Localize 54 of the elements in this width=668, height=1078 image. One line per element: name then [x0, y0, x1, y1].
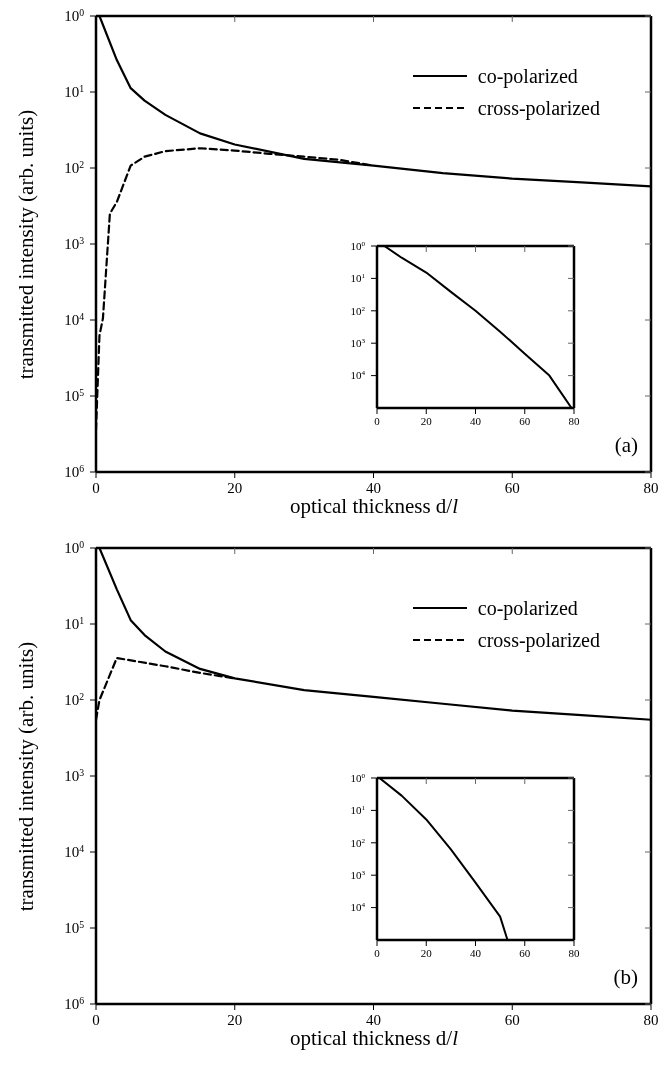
y-tick-label: 10$^{2}$ — [64, 690, 85, 709]
y-tick-label: 10$^{4}$ — [350, 369, 366, 382]
x-tick-label: 0 — [374, 415, 381, 427]
y-axis-title: transmitted intensity (arb. units) — [14, 641, 40, 911]
x-tick-label: 80 — [643, 1012, 659, 1028]
y-tick-label: 10$^{3}$ — [64, 234, 85, 253]
y-tick-label: 10$^{6}$ — [64, 994, 85, 1013]
x-tick-label: 40 — [470, 415, 482, 427]
x-tick-label: 60 — [504, 1012, 520, 1028]
y-tick-label: 10$^{0}$ — [350, 239, 366, 252]
x-tick-label: 20 — [420, 947, 433, 959]
y-tick-label: 10$^{2}$ — [350, 836, 366, 849]
y-tick-label: 10$^{4}$ — [64, 310, 85, 329]
x-axis-title: optical thickness d/l — [290, 1026, 458, 1050]
y-tick-label: 10$^{2}$ — [350, 304, 366, 317]
y-tick-label: 10$^{1}$ — [350, 804, 366, 817]
y-tick-label: 10$^{1}$ — [64, 614, 85, 633]
x-tick-label: 20 — [227, 480, 243, 496]
legend-label: cross-polarized — [477, 96, 600, 122]
y-tick-label: 10$^{2}$ — [64, 158, 85, 177]
y-tick-label: 10$^{6}$ — [64, 462, 85, 481]
x-tick-label: 60 — [519, 947, 531, 959]
legend-label: co-polarized — [477, 64, 578, 90]
y-tick-label: 10$^{3}$ — [64, 766, 85, 785]
x-axis-title: optical thickness d/l — [290, 494, 458, 518]
y-tick-label: 10$^{0}$ — [350, 771, 366, 784]
x-tick-label: 80 — [568, 947, 580, 959]
x-tick-label: 20 — [420, 415, 433, 427]
x-tick-label: 0 — [374, 947, 381, 959]
legend-label: co-polarized — [477, 596, 578, 622]
y-tick-label: 10$^{1}$ — [350, 272, 366, 285]
x-tick-label: 40 — [366, 480, 381, 496]
y-tick-label: 10$^{5}$ — [64, 918, 85, 937]
annotation: (b) — [613, 965, 638, 990]
y-tick-label: 10$^{1}$ — [64, 82, 85, 101]
x-tick-label: 60 — [504, 480, 520, 496]
x-tick-label: 40 — [366, 1012, 381, 1028]
x-tick-label: 20 — [227, 1012, 243, 1028]
x-tick-label: 60 — [519, 415, 531, 427]
legend-label: cross-polarized — [477, 628, 600, 654]
y-tick-label: 10$^{5}$ — [64, 386, 85, 405]
y-tick-label: 10$^{0}$ — [64, 538, 85, 557]
x-tick-label: 40 — [470, 947, 482, 959]
y-tick-label: 10$^{3}$ — [350, 337, 366, 350]
y-tick-label: 10$^{3}$ — [350, 869, 366, 882]
annotation: (a) — [614, 433, 638, 458]
x-tick-label: 0 — [92, 1012, 100, 1028]
y-tick-label: 10$^{4}$ — [350, 901, 366, 914]
x-tick-label: 80 — [568, 415, 580, 427]
x-tick-label: 80 — [643, 480, 659, 496]
y-tick-label: 10$^{4}$ — [64, 842, 85, 861]
y-tick-label: 10$^{0}$ — [64, 6, 85, 25]
x-tick-label: 0 — [92, 480, 100, 496]
y-axis-title: transmitted intensity (arb. units) — [14, 109, 40, 379]
